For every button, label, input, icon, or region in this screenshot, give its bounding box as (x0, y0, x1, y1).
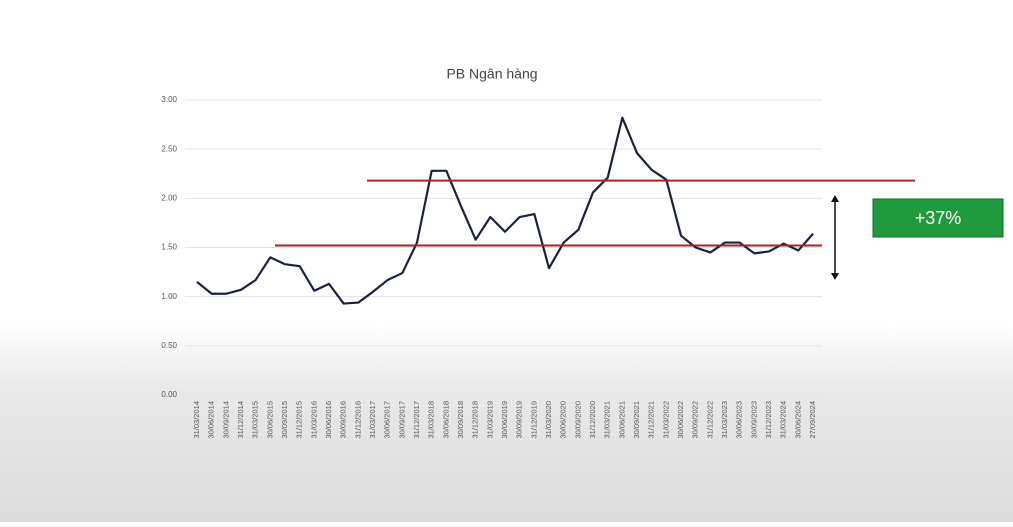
x-tick-label: 30/09/2019 (515, 401, 524, 439)
x-tick-label: 30/06/2017 (383, 401, 392, 439)
x-tick-label: 30/09/2016 (339, 401, 348, 439)
x-tick-label: 30/06/2024 (793, 401, 802, 439)
x-tick-label: 31/03/2020 (544, 401, 553, 439)
x-tick-label: 30/09/2017 (397, 401, 406, 439)
x-tick-label: 31/03/2024 (779, 401, 788, 439)
x-tick-label: 30/09/2020 (573, 401, 582, 439)
annotation-box (872, 198, 1004, 238)
x-tick-label: 30/09/2014 (221, 401, 230, 439)
x-tick-label: 30/06/2020 (559, 401, 568, 439)
y-tick-label: 1.50 (161, 243, 177, 252)
x-tick-label: 31/12/2023 (764, 401, 773, 439)
y-tick-label: 1.00 (161, 292, 177, 301)
x-tick-label: 30/09/2021 (632, 401, 641, 439)
x-tick-label: 31/03/2022 (661, 401, 670, 439)
y-tick-label: 0.50 (161, 341, 177, 350)
x-tick-label: 31/03/2023 (720, 401, 729, 439)
x-tick-label: 31/03/2018 (427, 401, 436, 439)
y-tick-label: 2.50 (161, 144, 177, 153)
annotation-text: +37% (915, 208, 962, 228)
x-tick-label: 31/12/2022 (705, 401, 714, 439)
x-tick-label: 31/12/2019 (529, 401, 538, 439)
x-tick-label: 31/12/2014 (236, 401, 245, 439)
x-tick-label: 30/06/2014 (207, 401, 216, 439)
x-tick-label: 31/12/2018 (471, 401, 480, 439)
x-tick-label: 30/06/2016 (324, 401, 333, 439)
x-tick-label: 31/12/2020 (588, 401, 597, 439)
x-tick-label: 30/06/2019 (500, 401, 509, 439)
x-tick-label: 31/12/2015 (295, 401, 304, 439)
x-tick-label: 31/12/2021 (647, 401, 656, 439)
x-tick-label: 30/09/2022 (691, 401, 700, 439)
x-tick-label: 27/09/2024 (808, 401, 817, 439)
x-tick-label: 30/06/2021 (617, 401, 626, 439)
x-tick-label: 31/12/2017 (412, 401, 421, 439)
x-tick-label: 31/03/2015 (251, 401, 260, 439)
x-tick-label: 30/06/2015 (265, 401, 274, 439)
x-tick-label: 30/09/2015 (280, 401, 289, 439)
x-tick-label: 31/03/2016 (309, 401, 318, 439)
x-tick-label: 31/03/2017 (368, 401, 377, 439)
arrow-head (831, 195, 839, 202)
arrow-head (831, 273, 839, 280)
x-tick-label: 30/06/2018 (441, 401, 450, 439)
x-tick-label: 30/09/2018 (456, 401, 465, 439)
x-tick-label: 30/09/2023 (749, 401, 758, 439)
data-line (196, 116, 814, 305)
x-tick-label: 30/06/2022 (676, 401, 685, 439)
x-tick-label: 31/03/2014 (192, 401, 201, 439)
x-tick-label: 31/12/2016 (353, 401, 362, 439)
y-tick-label: 3.00 (161, 95, 177, 104)
x-tick-label: 31/03/2019 (485, 401, 494, 439)
x-tick-label: 30/06/2023 (735, 401, 744, 439)
y-tick-label: 0.00 (161, 390, 177, 399)
chart-title: PB Ngân hàng (446, 66, 537, 82)
y-tick-label: 2.00 (161, 193, 177, 202)
x-tick-label: 31/03/2021 (603, 401, 612, 439)
